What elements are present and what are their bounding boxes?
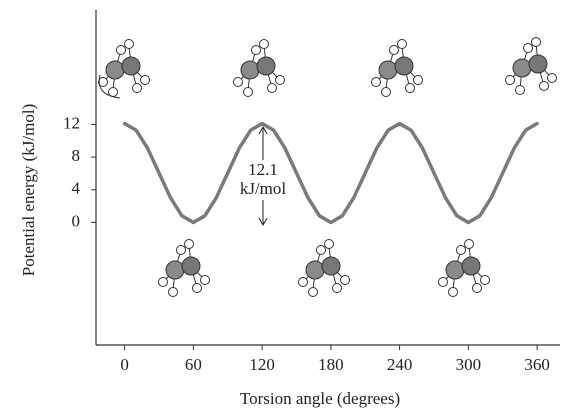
y-tick-label: 8 — [72, 146, 81, 165]
annotation-text: 12.1 — [248, 160, 278, 179]
arrow-head — [258, 217, 268, 227]
x-tick-label: 300 — [456, 355, 482, 374]
annotation: 12.1 kJ/mol — [240, 125, 287, 227]
x-tick-label: 0 — [120, 355, 129, 374]
x-tick-label: 360 — [524, 355, 550, 374]
y-axis-title: Potential energy (kJ/mol) — [19, 104, 38, 277]
x-tick-label: 60 — [185, 355, 202, 374]
energy-curve — [122, 121, 539, 225]
y-tick-label: 0 — [72, 211, 81, 230]
annotation-text: kJ/mol — [240, 179, 287, 198]
molecule-illustrations — [98, 37, 557, 297]
x-axis-title: Torsion angle (degrees) — [240, 389, 400, 408]
x-tick-label: 120 — [249, 355, 275, 374]
x-tick-label: 180 — [318, 355, 344, 374]
y-tick-label: 12 — [63, 113, 80, 132]
y-tick-label: 4 — [72, 179, 81, 198]
arrow-head — [258, 125, 268, 135]
x-tick-label: 240 — [387, 355, 413, 374]
